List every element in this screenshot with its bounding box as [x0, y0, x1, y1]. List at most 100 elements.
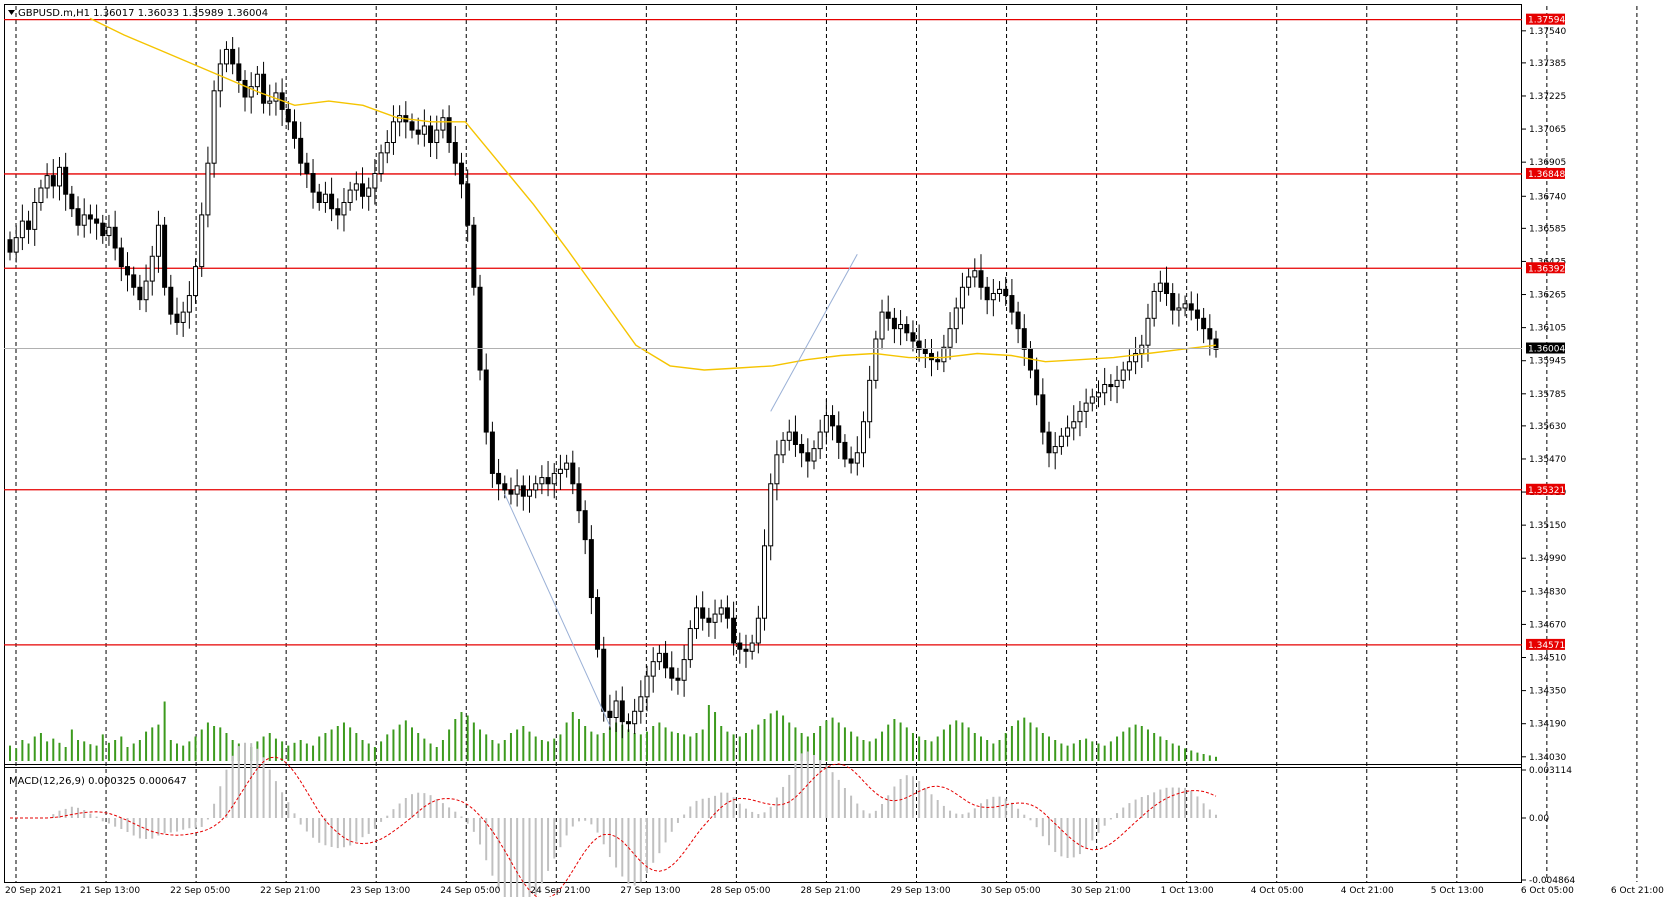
candle-body — [1133, 352, 1139, 363]
candle-body — [910, 332, 916, 342]
candle — [496, 458, 502, 501]
time-tick-label: 22 Sep 05:00 — [170, 886, 230, 896]
candle — [372, 159, 378, 205]
candle-body — [724, 607, 730, 619]
candle — [1170, 283, 1176, 325]
trendlines[interactable] — [504, 253, 858, 726]
candle-body — [254, 73, 260, 88]
candle-body — [63, 166, 69, 195]
candle — [539, 465, 545, 495]
macd-tick-label: 0.00 — [1529, 814, 1549, 824]
time-tick-label: 24 Sep 05:00 — [440, 886, 500, 896]
candle-body — [211, 90, 217, 164]
level-price-label: 1.36392 — [1528, 264, 1565, 274]
candle — [941, 334, 947, 373]
horizontal-levels[interactable] — [4, 19, 1522, 646]
candle-body — [452, 142, 458, 164]
candle-body — [774, 454, 780, 485]
candle — [774, 440, 780, 501]
candle — [811, 440, 817, 470]
candlestick-series — [7, 37, 1219, 739]
candle-body — [428, 125, 434, 144]
volume-bars — [9, 701, 1217, 761]
candle — [514, 469, 520, 507]
time-tick-label: 28 Sep 21:00 — [800, 886, 860, 896]
candle — [867, 365, 873, 439]
price-tick-label: 1.34030 — [1529, 753, 1566, 763]
candle — [397, 105, 403, 137]
candle-body — [384, 142, 390, 154]
candle — [792, 415, 798, 457]
candle-body — [149, 255, 155, 282]
dropdown-triangle-icon[interactable] — [8, 10, 15, 15]
candle-body — [836, 425, 842, 443]
candle — [168, 274, 174, 325]
candle — [1034, 357, 1040, 406]
candle-body — [56, 166, 62, 187]
candle — [916, 324, 922, 362]
trendline[interactable] — [770, 253, 858, 412]
candle-body — [966, 276, 972, 288]
candle-body — [322, 193, 328, 203]
candle-body — [557, 468, 563, 474]
candle-body — [217, 63, 223, 92]
price-axis[interactable]: 1.37540 1.37385 1.37225 1.37065 1.36905 1.367… — [4, 13, 1566, 763]
candle-body — [669, 667, 675, 679]
candle-body — [1102, 384, 1108, 394]
candle — [978, 254, 984, 300]
level-price-tag — [1526, 483, 1565, 495]
candle-body — [867, 379, 873, 423]
candle — [898, 310, 904, 346]
candle-body — [112, 226, 118, 249]
candle-body — [125, 266, 131, 276]
candle — [335, 198, 341, 230]
candle-body — [737, 642, 743, 650]
candle — [291, 109, 297, 149]
candle — [230, 37, 236, 75]
candle — [706, 607, 712, 637]
candle-body — [663, 652, 669, 669]
price-tick-label: 1.37065 — [1529, 125, 1566, 135]
candle-body — [409, 121, 415, 131]
candle — [205, 146, 211, 228]
candle-body — [898, 324, 904, 330]
candle-body — [100, 222, 106, 237]
candle — [310, 159, 316, 209]
candle — [1213, 330, 1219, 358]
candle — [724, 595, 730, 629]
candle-body — [421, 125, 427, 135]
candle-body — [972, 270, 978, 278]
candle-body — [316, 191, 322, 203]
candle — [180, 301, 186, 337]
candle — [477, 274, 483, 381]
candle-body — [959, 286, 965, 309]
candle — [990, 279, 996, 317]
candle — [545, 461, 551, 497]
price-tick-label: 1.35785 — [1529, 390, 1566, 400]
candle — [471, 216, 477, 296]
time-tick-label: 22 Sep 21:00 — [260, 886, 320, 896]
trendline[interactable] — [504, 493, 611, 726]
time-axis[interactable]: 20 Sep 2021 21 Sep 13:00 22 Sep 05:00 22 Se… — [5, 886, 1673, 896]
candle-body — [792, 431, 798, 445]
candle — [378, 144, 384, 182]
price-tick-label: 1.35630 — [1529, 422, 1566, 432]
candle — [428, 115, 434, 157]
candle-body — [1213, 338, 1219, 350]
candle — [1052, 432, 1058, 470]
candle — [56, 156, 62, 201]
candle — [329, 177, 335, 222]
candle — [632, 698, 638, 735]
candle-body — [477, 286, 483, 371]
candle — [162, 216, 168, 296]
candle — [1188, 291, 1194, 321]
candle-body — [638, 696, 644, 712]
candle-body — [576, 483, 582, 512]
candle — [533, 475, 539, 499]
price-tick-label: 1.35470 — [1529, 455, 1566, 465]
candle — [384, 130, 390, 164]
price-tick-label: 1.34990 — [1529, 554, 1566, 564]
time-tick-label: 30 Sep 21:00 — [1071, 886, 1131, 896]
candle-body — [953, 307, 959, 330]
